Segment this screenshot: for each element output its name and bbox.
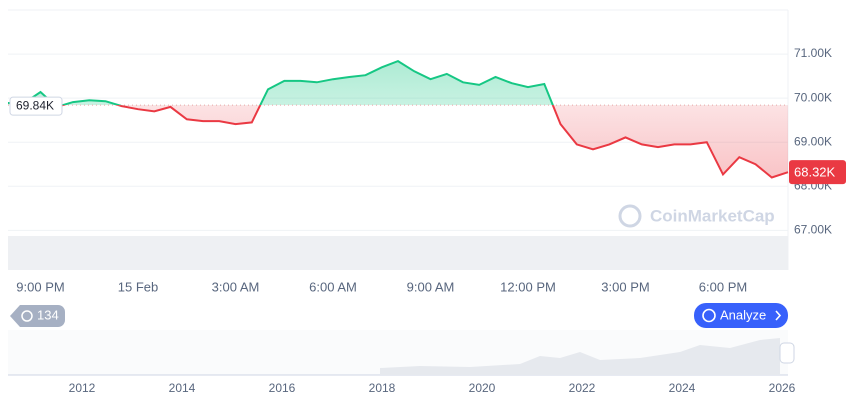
price-line [53,105,789,179]
x-tick-label: 6:00 AM [309,279,357,294]
navigator-year: 2014 [169,381,196,395]
area-up [8,61,788,106]
navigator-year: 2022 [569,381,596,395]
history-count: 134 [37,307,59,322]
analyze-label: Analyze [720,307,766,322]
navigator-year: 2016 [269,381,296,395]
analyze-button[interactable]: Analyze [694,303,788,328]
x-tick-label: 12:00 PM [500,279,556,294]
x-tick-label: 6:00 PM [699,279,747,294]
history-badge[interactable]: 134 [10,305,65,327]
x-tick-label: 9:00 AM [407,279,455,294]
navigator-handle[interactable] [779,342,795,364]
navigator-year: 2020 [469,381,496,395]
baseline-label: 69.84K [16,98,54,112]
y-tick-label: 70.00K [794,90,832,104]
x-tick-label: 3:00 AM [212,279,260,294]
price-line-up [8,59,554,106]
x-tick-label: 3:00 PM [601,279,649,294]
x-tick-label: 15 Feb [118,279,158,294]
navigator-history [380,338,780,375]
watermark-text: CoinMarketCap [650,206,775,225]
y-tick-label: 67.00K [794,223,832,237]
last-price-badge [789,160,846,185]
navigator-year: 2018 [369,381,396,395]
volume-area [8,236,788,270]
baseline-badge [9,96,63,116]
last-price-label: 68.32K [794,165,836,180]
y-tick-label: 69.00K [794,134,832,148]
y-tick-label: 71.00K [794,46,832,60]
navigator-year: 2024 [669,381,696,395]
watermark: CoinMarketCap [618,204,775,228]
navigator-year: 2026 [769,381,796,395]
x-tick-label: 9:00 PM [16,279,64,294]
navigator-year: 2012 [69,381,96,395]
